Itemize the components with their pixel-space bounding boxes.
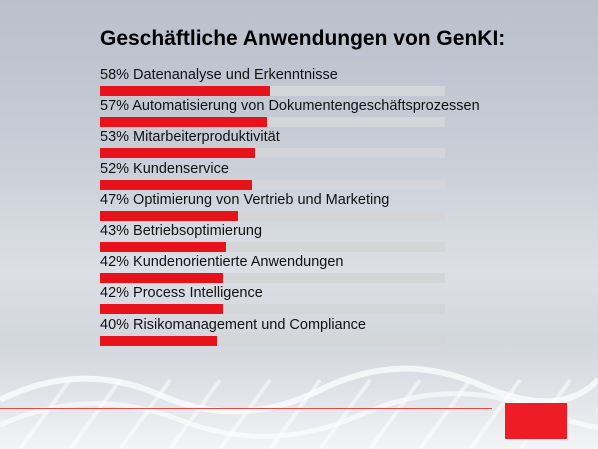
bar-label: 43% Betriebsoptimierung — [100, 222, 263, 239]
bar-track — [100, 86, 445, 96]
bar-label: 40% Risikomanagement und Compliance — [100, 316, 366, 333]
bar — [100, 273, 224, 284]
bar — [100, 210, 238, 221]
bar-track — [100, 304, 445, 315]
bar — [100, 86, 271, 96]
bar — [100, 335, 218, 346]
bar-track — [100, 179, 445, 190]
accent-box — [505, 403, 567, 439]
tire-tread-background — [0, 340, 598, 449]
bar — [100, 304, 224, 315]
bar-label: 52% Kundenservice — [100, 160, 229, 177]
chart-row: 43% Betriebsoptimierung — [100, 222, 560, 253]
bar-list: 58% Datenanalyse und Erkenntnisse 57% Aut… — [100, 66, 560, 347]
chart-row: 47% Optimierung von Vertrieb und Marketi… — [100, 191, 560, 222]
chart-row: 57% Automatisierung von Dokumentengeschä… — [100, 97, 560, 128]
bar-label: 58% Datenanalyse und Erkenntnisse — [100, 67, 338, 83]
chart-row: 58% Datenanalyse und Erkenntnisse — [100, 66, 560, 97]
chart-row: 52% Kundenservice — [100, 160, 560, 191]
bar-track — [100, 148, 445, 159]
bar-track — [100, 117, 445, 128]
bar-label: 42% Process Intelligence — [100, 285, 263, 302]
bar — [100, 179, 253, 190]
bar-track — [100, 241, 445, 252]
bar-label: 42% Kundenorientierte Anwendungen — [100, 254, 344, 271]
bar-label: 57% Automatisierung von Dokumentengeschä… — [100, 98, 480, 115]
chart-row: 42% Kundenorientierte Anwendungen — [100, 253, 560, 284]
bar-track — [100, 273, 445, 284]
chart-row: 42% Process Intelligence — [100, 284, 560, 315]
bar — [100, 241, 227, 252]
bar-track — [100, 335, 445, 346]
chart-row: 40% Risikomanagement und Compliance — [100, 316, 560, 347]
bar-label: 47% Optimierung von Vertrieb und Marketi… — [100, 191, 390, 208]
bar — [100, 148, 256, 159]
bar-label: 53% Mitarbeiterproduktivität — [100, 129, 280, 146]
bar — [100, 117, 268, 128]
bar-track — [100, 210, 445, 221]
chart-row: 53% Mitarbeiterproduktivität — [100, 128, 560, 159]
chart-title: Geschäftliche Anwendungen von GenKI: — [100, 27, 506, 50]
accent-line — [0, 408, 492, 409]
